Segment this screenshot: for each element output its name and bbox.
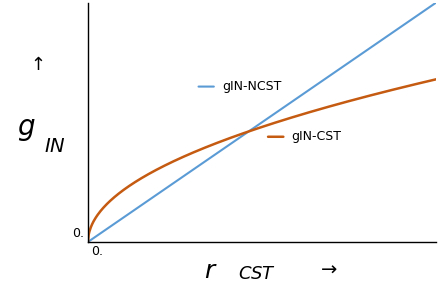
Text: gIN-NCST: gIN-NCST	[222, 80, 281, 93]
Text: $\mathit{g}$: $\mathit{g}$	[17, 116, 36, 143]
Text: $\uparrow$: $\uparrow$	[27, 56, 44, 74]
Text: $\mathit{CST}$: $\mathit{CST}$	[238, 265, 276, 283]
Text: $\rightarrow$: $\rightarrow$	[317, 259, 338, 278]
Text: $\mathit{IN}$: $\mathit{IN}$	[44, 138, 66, 157]
Text: gIN-CST: gIN-CST	[291, 130, 341, 143]
Text: $\mathit{r}$: $\mathit{r}$	[205, 259, 218, 283]
Text: 0.: 0.	[73, 227, 84, 240]
Text: 0.: 0.	[92, 245, 103, 258]
